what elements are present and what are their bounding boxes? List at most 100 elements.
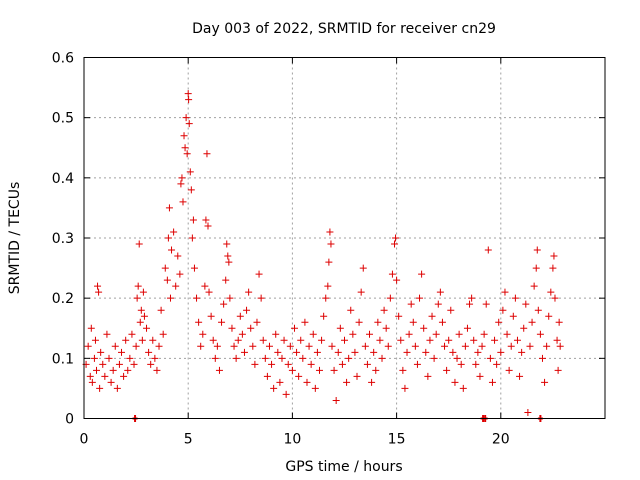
data-point [88, 378, 96, 386]
data-point [268, 360, 276, 368]
data-point [550, 252, 558, 260]
data-point [372, 366, 380, 374]
data-point [336, 324, 344, 332]
data-points [82, 90, 564, 422]
data-point [168, 246, 176, 254]
y-tick-label: 0 [65, 412, 74, 428]
data-point [368, 378, 376, 386]
data-point [272, 330, 280, 338]
data-point [109, 366, 117, 374]
data-point [93, 366, 101, 374]
x-axis-title: GPS time / hours [285, 459, 402, 475]
data-point [357, 288, 365, 296]
data-point [411, 342, 419, 350]
data-point [522, 300, 530, 308]
data-point [133, 294, 141, 302]
data-point [528, 318, 536, 326]
data-point [495, 318, 503, 326]
data-point [84, 342, 92, 350]
data-point [157, 306, 165, 314]
data-point [549, 264, 557, 272]
x-tick-label: 20 [492, 432, 510, 448]
data-point [223, 240, 231, 248]
data-point [234, 336, 242, 344]
data-point [453, 354, 461, 362]
data-point [113, 384, 121, 392]
data-point [195, 318, 203, 326]
data-point [463, 324, 471, 332]
data-point [295, 372, 303, 380]
data-point [501, 288, 509, 296]
data-point [270, 384, 278, 392]
data-point [470, 336, 478, 344]
y-tick-label: 0.4 [52, 171, 74, 187]
data-point [345, 354, 353, 362]
data-point [149, 336, 157, 344]
data-point [122, 336, 130, 344]
data-point [328, 342, 336, 350]
data-point [190, 264, 198, 272]
data-point [318, 336, 326, 344]
data-point [140, 312, 148, 320]
data-point [203, 150, 211, 158]
data-point [288, 366, 296, 374]
data-point [393, 276, 401, 284]
data-point [413, 360, 421, 368]
data-point [449, 348, 457, 356]
data-point [174, 252, 182, 260]
data-point [399, 366, 407, 374]
data-point [305, 342, 313, 350]
data-point [290, 324, 298, 332]
data-point [299, 354, 307, 362]
data-point [183, 150, 191, 158]
data-point [509, 312, 517, 320]
data-point [545, 312, 553, 320]
data-point [187, 186, 195, 194]
data-point [476, 372, 484, 380]
data-point [251, 360, 259, 368]
data-point [326, 228, 334, 236]
y-axis-title: SRMTID / TECUs [7, 182, 23, 295]
data-point [516, 372, 524, 380]
data-point [445, 336, 453, 344]
data-point [343, 378, 351, 386]
data-point [135, 240, 143, 248]
x-tick-label: 15 [388, 432, 406, 448]
data-point [96, 384, 104, 392]
data-point [554, 366, 562, 374]
data-point [255, 270, 263, 278]
data-point [282, 390, 290, 398]
data-point [185, 96, 193, 104]
x-tick-label: 0 [80, 432, 89, 448]
data-point [263, 372, 271, 380]
data-point [353, 372, 361, 380]
data-point [553, 336, 561, 344]
data-point [153, 366, 161, 374]
data-point [384, 342, 392, 350]
data-point [518, 348, 526, 356]
data-point [376, 336, 384, 344]
data-point [159, 330, 167, 338]
data-point [511, 294, 519, 302]
data-point [555, 318, 563, 326]
data-point [211, 354, 219, 362]
y-tick-labels: 0 0.1 0.2 0.3 0.4 0.5 0.6 [52, 51, 74, 428]
data-point [243, 306, 251, 314]
data-point [491, 336, 499, 344]
data-point [170, 228, 178, 236]
data-point [218, 318, 226, 326]
data-point [338, 360, 346, 368]
data-point [90, 354, 98, 362]
data-point [422, 348, 430, 356]
data-point [380, 306, 388, 314]
data-point [222, 276, 230, 284]
data-point [215, 366, 223, 374]
data-point [185, 120, 193, 128]
data-point [274, 348, 282, 356]
data-point [388, 270, 396, 278]
data-point [438, 318, 446, 326]
data-point [265, 342, 273, 350]
data-point [313, 348, 321, 356]
data-point [556, 342, 564, 350]
data-point [315, 366, 323, 374]
